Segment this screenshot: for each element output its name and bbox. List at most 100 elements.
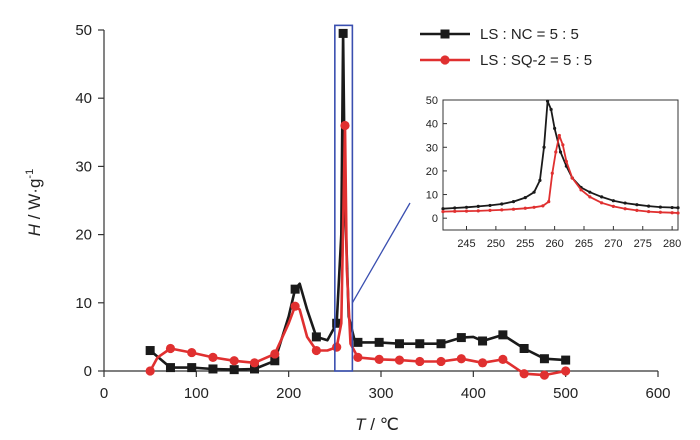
inset-series-1-point (500, 202, 504, 206)
inset-series-2-point (600, 201, 604, 205)
series-1-point (229, 365, 239, 375)
inset-frame (442, 99, 679, 231)
inset-series-2-point (561, 143, 565, 147)
inset-y-tick-label: 0 (432, 213, 438, 225)
inset-series-2-point (547, 200, 551, 204)
inset-series-2-point (532, 205, 536, 209)
inset-series-1-point (676, 206, 680, 210)
series-1-point (478, 336, 488, 346)
series-2-point (165, 343, 176, 354)
series-2-point (249, 358, 260, 368)
inset-series-2-point (523, 206, 527, 210)
series-2-point (456, 354, 466, 364)
inset-y-tick-label: 10 (426, 190, 438, 202)
inset-x-tick-label: 270 (604, 238, 622, 250)
inset-series-1-point (635, 203, 639, 207)
legend-swatch-marker-2 (440, 55, 450, 65)
inset-series-1-point (588, 190, 592, 194)
x-tick-label: 300 (368, 385, 393, 402)
y-tick-label: 30 (75, 158, 92, 175)
inset-series-1-point (545, 99, 550, 103)
x-tick-label: 100 (184, 385, 209, 402)
inset-series-2-point (588, 195, 592, 199)
inset-series-2-point (541, 204, 545, 208)
inset-series-2-point (611, 204, 615, 208)
series-1-point (311, 332, 321, 342)
series-1-point (290, 284, 300, 294)
inset-series-2-point (647, 209, 651, 214)
inset-series-2-point (500, 208, 504, 212)
x-tick-label: 0 (100, 385, 108, 402)
y-tick-label: 10 (75, 295, 92, 312)
inset-series-2-point (554, 150, 558, 154)
y-axis-label: H / W·g-1 (24, 169, 44, 236)
series-2-point (208, 352, 218, 362)
inset-series-1-point (441, 207, 445, 211)
inset-series-1-point (464, 205, 469, 209)
legend-swatch-marker-1 (440, 29, 450, 39)
inset-series-2-point (557, 133, 561, 138)
inset-series-1-point (647, 204, 651, 208)
series-2-point (270, 349, 280, 359)
series-1-point (539, 354, 549, 364)
series-1-point (456, 333, 466, 343)
x-tick-label: 600 (645, 385, 670, 402)
inset-plot: 245 250 255 260 265 270 275 280 0 10 20 30 40 50 (351, 95, 681, 304)
x-tick-label: 400 (461, 385, 486, 402)
series-1-point (165, 363, 175, 373)
series-1-point (394, 339, 404, 349)
series-1-point (270, 356, 280, 366)
series-2-point (311, 345, 321, 356)
inset-series-2-point (658, 210, 662, 214)
series-2-point (332, 342, 342, 352)
x-axis-label-symbol: T (355, 415, 367, 434)
series-1-point (353, 337, 363, 347)
inset-series-2-point (441, 209, 445, 214)
inset-series-2-point (623, 207, 627, 211)
inset-series-2-point (464, 209, 469, 213)
series-2-point (145, 366, 155, 376)
series-1-point (332, 318, 342, 328)
series-1-point (436, 339, 446, 349)
inset-series-2-point (670, 211, 674, 215)
series-2-point (436, 356, 446, 367)
y-tick-label: 40 (75, 90, 92, 107)
series-2-point (353, 352, 363, 362)
inset-series-1-point (488, 203, 492, 208)
inset-y-tick-label: 50 (426, 95, 438, 107)
zoom-connector-line (351, 202, 411, 304)
inset-series-1-point (558, 150, 563, 154)
inset-series-1-point (542, 145, 546, 149)
inset-series-2-point (676, 211, 680, 215)
inset-series-1-point (511, 200, 516, 204)
inset-series-2-point (635, 208, 639, 212)
series-1-point (519, 343, 529, 353)
inset-series-2-point (511, 207, 516, 211)
series-1-point (187, 363, 197, 373)
inset-series-1-point (476, 204, 480, 208)
inset-series-1-point (658, 205, 662, 209)
series-1-point (145, 346, 155, 356)
series-2-point (187, 347, 197, 358)
y-axis-label-superscript: -1 (24, 169, 36, 179)
inset-series-1-point (549, 107, 553, 112)
inset-series-1-point (553, 126, 557, 130)
series-1-point (374, 337, 384, 347)
inset-x-tick-label: 260 (545, 238, 563, 250)
inset-series-1-point (538, 178, 542, 182)
inset-y-tick-label: 30 (426, 142, 438, 154)
x-tick-label: 500 (553, 385, 578, 402)
inset-x-tick-label: 245 (457, 238, 475, 250)
inset-y-tick-label: 40 (426, 119, 438, 131)
zoom-highlight-box (334, 24, 354, 372)
series-2-point (561, 366, 571, 376)
y-tick-label: 50 (75, 22, 92, 39)
series-2-point (539, 370, 550, 380)
x-tick-label: 200 (276, 385, 301, 402)
inset-series-1-point (523, 196, 527, 200)
inset-y-tick-label: 20 (426, 166, 438, 178)
inset-series-2-point (488, 208, 492, 212)
inset-x-tick-label: 280 (663, 238, 681, 250)
